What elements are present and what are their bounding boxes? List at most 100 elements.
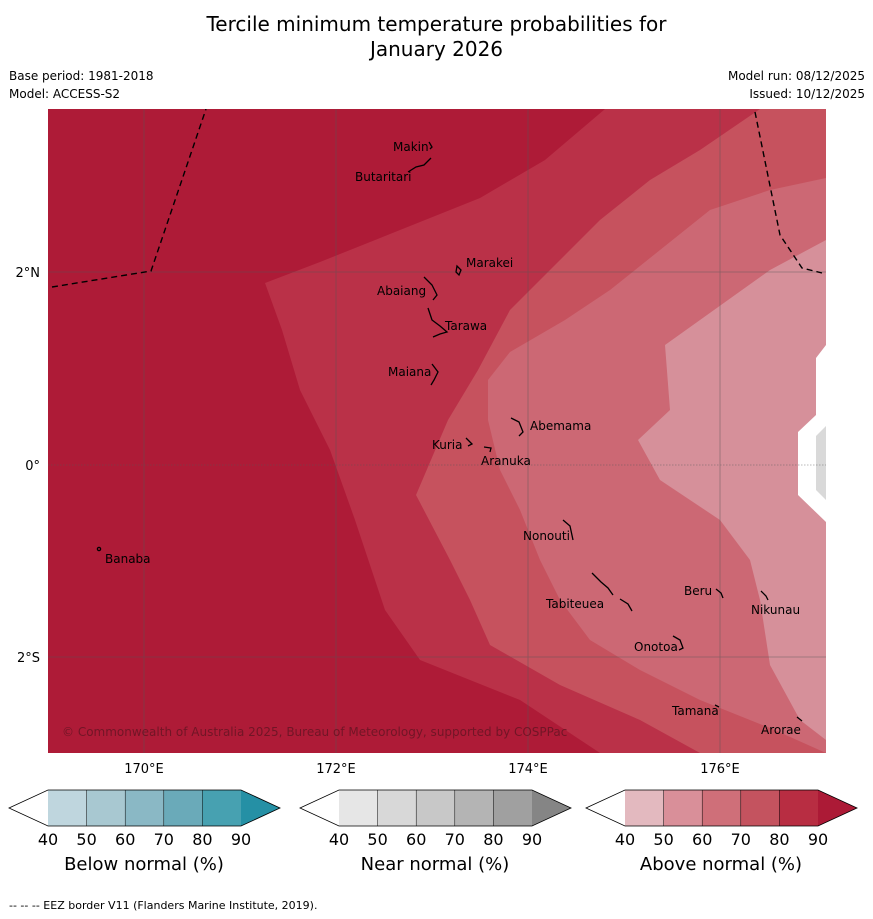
colorbar-near-cell-40 xyxy=(339,790,378,826)
colorbar-above-arrow-low xyxy=(586,790,625,826)
chart-title: Tercile minimum temperature probabilitie… xyxy=(0,12,873,62)
eez-legend-note: -- -- -- EEZ border V11 (Flanders Marine… xyxy=(9,899,318,912)
island-outlines xyxy=(96,141,803,722)
model-name: Model: ACCESS-S2 xyxy=(9,87,121,101)
island-outline-beru xyxy=(715,588,724,599)
island-outline-nikunau xyxy=(760,590,769,601)
colorbar-below-tick: 50 xyxy=(76,830,96,849)
title-line-1: Tercile minimum temperature probabilitie… xyxy=(206,12,667,36)
colorbar-below-cell-40 xyxy=(48,790,87,826)
colorbar-above-arrow-high xyxy=(818,790,857,826)
colorbar-near-tick: 70 xyxy=(445,830,465,849)
island-outline-makin xyxy=(428,141,433,150)
island-labels: Makin Butaritari Marakei Abaiang Tarawa … xyxy=(105,140,801,737)
lon-label-172e: 172°E xyxy=(316,762,356,777)
colorbar-label-near: Near normal (%) xyxy=(360,854,510,875)
colorbar-above-cell-40 xyxy=(625,790,664,826)
lat-label-2s: 2°S xyxy=(17,651,40,666)
lat-axis-labels: 2°N 0° 2°S xyxy=(16,266,41,666)
eez-borders xyxy=(51,109,823,288)
copyright-notice: © Commonwealth of Australia 2025, Bureau… xyxy=(62,725,567,739)
colorbar-below-cell-80 xyxy=(202,790,241,826)
grid-lines xyxy=(48,109,826,753)
colorbar-below-outline xyxy=(8,789,281,827)
lon-axis-labels: 170°E 172°E 174°E 176°E xyxy=(124,762,740,777)
lon-label-170e: 170°E xyxy=(124,762,164,777)
colorbar-below-tick: 80 xyxy=(192,830,212,849)
island-outline-arorae xyxy=(796,716,803,722)
island-label-nonouti: Nonouti xyxy=(523,529,570,543)
colorbar-above-cell-50 xyxy=(663,790,703,826)
island-outline-maiana xyxy=(430,363,439,386)
island-label-maiana: Maiana xyxy=(388,365,431,379)
colorbar-above-outline xyxy=(585,789,858,827)
island-label-aranuka: Aranuka xyxy=(481,454,531,468)
colorbar-near-cell-80 xyxy=(493,790,532,826)
colorbar-above-tick: 70 xyxy=(731,830,751,849)
island-outline-tabiteuea-north xyxy=(591,572,614,596)
colorbars: 40 50 60 70 80 90 40 50 60 70 80 90 40 50 60 70 80 90 xyxy=(8,789,858,849)
island-outline-aranuka xyxy=(483,446,492,453)
colorbar-near-arrow-high xyxy=(532,790,571,826)
zone-50 xyxy=(638,240,826,740)
meta-left: Base period: 1981-2018 Model: ACCESS-S2 xyxy=(9,67,154,103)
colorbar-below-tick: 60 xyxy=(115,830,135,849)
island-outline-kuria xyxy=(465,437,474,447)
colorbar-near-cell-60 xyxy=(416,790,455,826)
colorbar-above-cell-60 xyxy=(702,790,741,826)
colorbar-above-tick: 40 xyxy=(615,830,635,849)
colorbar-below: 40 50 60 70 80 90 xyxy=(8,789,281,849)
island-label-makin: Makin xyxy=(393,140,429,154)
colorbar-above-cell-70 xyxy=(740,790,780,826)
colorbar-above: 40 50 60 70 80 90 xyxy=(585,789,858,849)
island-label-tarawa: Tarawa xyxy=(444,319,487,333)
colorbar-above-tick: 60 xyxy=(692,830,712,849)
colorbar-near-cell-70 xyxy=(454,790,494,826)
eez-border-east xyxy=(754,111,823,274)
colorbar-near: 40 50 60 70 80 90 xyxy=(299,789,572,849)
colorbar-near-cell-50 xyxy=(377,790,417,826)
lon-label-174e: 174°E xyxy=(508,762,548,777)
colorbar-below-tick: 90 xyxy=(231,830,251,849)
colorbar-near-tick: 60 xyxy=(406,830,426,849)
colorbar-below-cell-70 xyxy=(163,790,203,826)
island-label-beru: Beru xyxy=(684,584,712,598)
island-label-banaba: Banaba xyxy=(105,552,151,566)
island-label-kuria: Kuria xyxy=(432,438,463,452)
island-outline-abaiang xyxy=(423,276,438,301)
colorbar-label-below: Below normal (%) xyxy=(64,854,224,875)
island-outline-tarawa xyxy=(427,307,449,338)
colorbar-above-tick: 80 xyxy=(769,830,789,849)
title-line-2: January 2026 xyxy=(369,37,504,61)
lat-label-0: 0° xyxy=(25,459,40,474)
island-outline-abemama xyxy=(510,417,524,437)
map-area: Makin Butaritari Marakei Abaiang Tarawa … xyxy=(48,109,826,753)
colorbar-below-cell-50 xyxy=(86,790,126,826)
colorbar-below-cell-60 xyxy=(125,790,164,826)
colorbar-label-above: Above normal (%) xyxy=(639,854,803,875)
colorbar-below-tick: 70 xyxy=(154,830,174,849)
colorbar-near-tick: 90 xyxy=(522,830,542,849)
colorbar-near-tick: 80 xyxy=(483,830,503,849)
colorbar-below-arrow-high xyxy=(241,790,280,826)
colorbar-above-tick: 90 xyxy=(808,830,828,849)
meta-right: Model run: 08/12/2025 Issued: 10/12/2025 xyxy=(728,67,865,103)
colorbar-near-outline xyxy=(299,789,572,827)
colorbar-below-tick: 40 xyxy=(38,830,58,849)
model-run: Model run: 08/12/2025 xyxy=(727,69,865,83)
colorbar-near-tick: 50 xyxy=(367,830,387,849)
issued-date: Issued: 10/12/2025 xyxy=(749,87,865,101)
island-label-arorae: Arorae xyxy=(761,723,801,737)
colorbar-above-tick: 50 xyxy=(653,830,673,849)
island-outline-tamana xyxy=(714,704,720,708)
island-outline-tabiteuea-south xyxy=(619,598,633,612)
zone-near-normal xyxy=(816,426,826,500)
colorbar-below-arrow-low xyxy=(9,790,48,826)
island-label-marakei: Marakei xyxy=(466,256,513,270)
island-label-nikunau: Nikunau xyxy=(751,603,800,617)
island-label-abemama: Abemama xyxy=(530,419,591,433)
island-label-tabiteuea: Tabiteuea xyxy=(545,597,604,611)
island-label-abaiang: Abaiang xyxy=(377,284,426,298)
island-label-butaritari: Butaritari xyxy=(355,170,412,184)
